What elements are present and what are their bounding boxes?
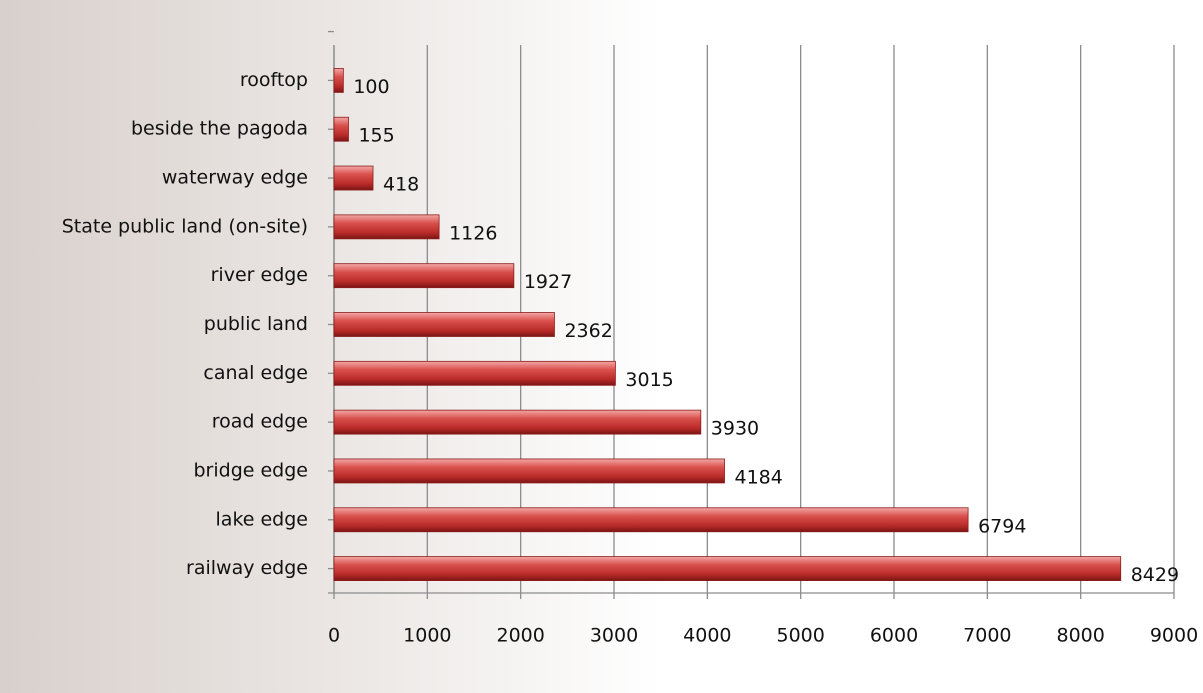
x-tick-label: 3000 — [590, 625, 638, 647]
x-tick-label: 4000 — [683, 625, 731, 647]
bar — [334, 557, 1121, 581]
x-tick-label: 5000 — [776, 625, 824, 647]
y-tick-label: State public land (on-site) — [62, 215, 308, 237]
bar — [334, 361, 615, 385]
x-tick-label: 2000 — [496, 625, 544, 647]
y-tick-label: rooftop — [240, 69, 308, 91]
x-tick-label: 1000 — [403, 625, 451, 647]
y-tick-label: beside the pagoda — [131, 118, 308, 140]
x-tick-label: 8000 — [1056, 625, 1104, 647]
y-tick-label: railway edge — [186, 557, 308, 579]
bar — [334, 68, 343, 92]
y-tick-label: bridge edge — [193, 459, 308, 481]
bar — [334, 313, 554, 337]
bar — [334, 459, 725, 483]
y-tick-label: waterway edge — [162, 167, 308, 189]
data-label: 3930 — [711, 418, 759, 440]
data-label: 4184 — [735, 466, 783, 488]
data-label: 2362 — [564, 320, 612, 342]
data-label: 1927 — [524, 271, 572, 293]
x-tick-label: 6000 — [870, 625, 918, 647]
y-tick-label: road edge — [212, 411, 308, 433]
x-tick-label: 7000 — [963, 625, 1011, 647]
bar — [334, 166, 373, 190]
data-label: 418 — [383, 174, 419, 196]
data-label: 100 — [353, 76, 389, 98]
background — [0, 0, 1203, 693]
y-tick-label: river edge — [211, 264, 308, 286]
data-label: 155 — [358, 125, 394, 147]
y-tick-label: lake edge — [216, 508, 308, 530]
data-label: 6794 — [978, 515, 1026, 537]
bar — [334, 508, 968, 532]
x-tick-label: 0 — [328, 625, 340, 647]
page: 0 1000 2000 3000 4000 5000 6000 7000 8000 9000 roo… — [0, 0, 1203, 693]
data-label: 3015 — [625, 369, 673, 391]
bar — [334, 117, 348, 141]
data-label: 8429 — [1131, 564, 1179, 586]
x-tick-label: 9000 — [1150, 625, 1198, 647]
bar — [334, 215, 439, 239]
y-tick-label: canal edge — [203, 362, 308, 384]
chart: 0 1000 2000 3000 4000 5000 6000 7000 8000 9000 roo… — [0, 0, 1203, 693]
y-tick-label: public land — [204, 313, 308, 335]
bar — [334, 410, 701, 434]
bar — [334, 264, 514, 288]
data-label: 1126 — [449, 222, 497, 244]
